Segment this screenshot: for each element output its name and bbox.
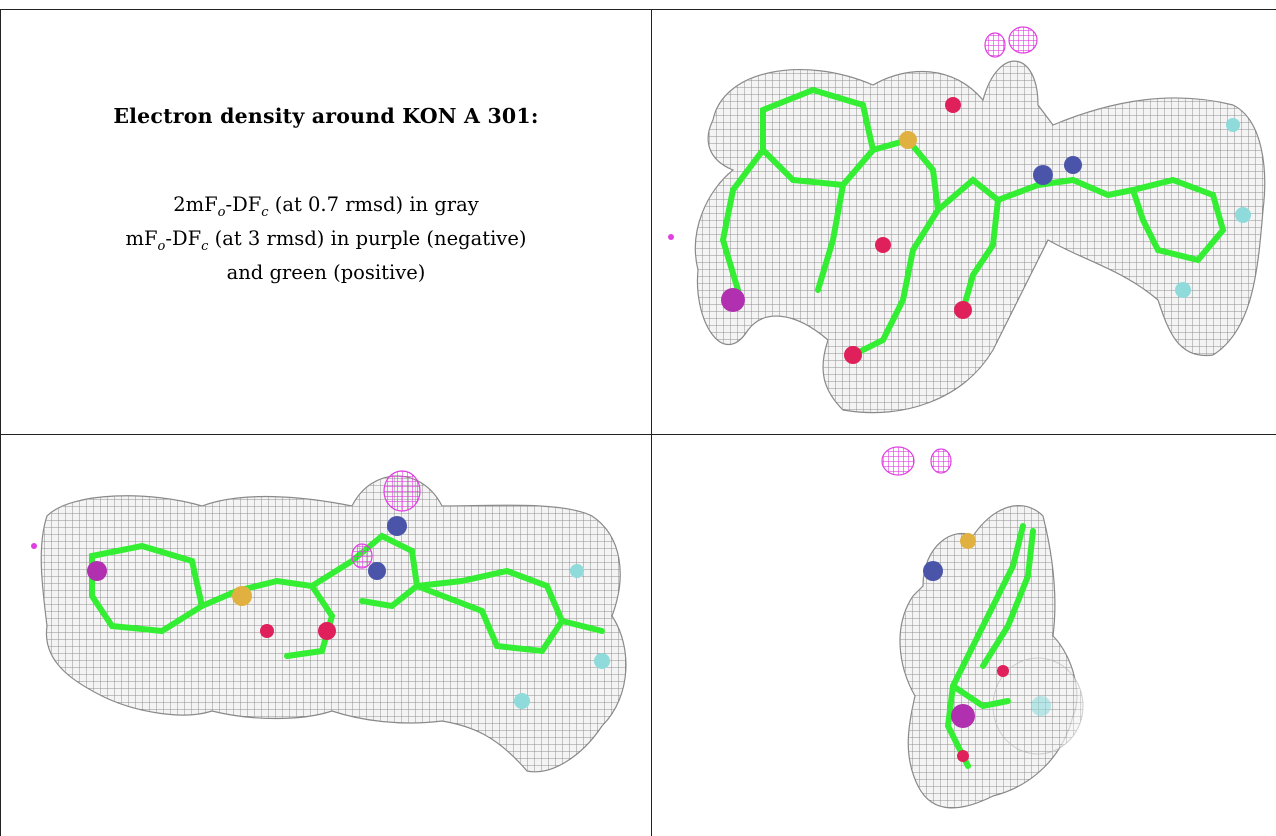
chlorine-atom [87, 561, 107, 581]
density-image-view-1 [668, 26, 1266, 414]
oxygen-atom [318, 622, 336, 640]
fluorine-atom [1031, 696, 1051, 716]
atoms [721, 97, 1251, 364]
caption-line2-sub1: o [157, 238, 166, 254]
density-image-view-2 [31, 470, 627, 773]
sulfur-atom [960, 533, 976, 549]
carbon-bonds [719, 86, 1227, 358]
caption-line2-pre: mF [125, 226, 158, 250]
density-panel-top-right [653, 10, 1276, 433]
caption-line2-post: (at 3 rmsd) in purple (negative) [208, 226, 527, 250]
nitrogen-atom [387, 516, 407, 536]
oxygen-atom [945, 97, 961, 113]
chlorine-atom [951, 704, 975, 728]
density-panel-bottom-left [2, 436, 650, 836]
gray-mesh-density [694, 60, 1266, 414]
fluorine-atom [570, 564, 584, 578]
fluorine-atom [1226, 118, 1240, 132]
negative-density-blobs [351, 470, 421, 569]
caption-line1-pre: 2mF [173, 193, 218, 216]
negative-density-blobs [984, 26, 1038, 58]
oxygen-atom [957, 750, 969, 762]
atoms [87, 516, 610, 709]
nitrogen-atom [1033, 165, 1053, 185]
caption-line1-sub2: c [261, 204, 269, 220]
caption-line1-sub1: o [217, 204, 226, 220]
caption-line2-mid: -DF [165, 226, 202, 250]
oxygen-atom [844, 346, 862, 364]
caption-line2-sub2: c [201, 238, 209, 254]
sulfur-atom [899, 131, 917, 149]
gray-mesh-density [40, 475, 627, 773]
nitrogen-atom [368, 562, 386, 580]
chlorine-atom [721, 288, 745, 312]
density-image-view-3 [881, 446, 1084, 809]
nitrogen-atom [1064, 156, 1082, 174]
caption-cell: Electron density around KON A 301: 2mFo-… [2, 10, 650, 433]
oxygen-atom [997, 665, 1009, 677]
table-left-border [0, 9, 2, 836]
table-middle-border [0, 434, 1276, 436]
nitrogen-atom [923, 561, 943, 581]
oxygen-atom [954, 301, 972, 319]
caption-line-positive: and green (positive) [226, 260, 426, 284]
caption-line-2mfo: 2mFo-DFc (at 0.7 rmsd) in gray [126, 192, 527, 226]
density-panel-bottom-right [653, 436, 1276, 836]
oxygen-atom [875, 237, 891, 253]
negative-density-blobs [881, 446, 952, 476]
carbon-bonds [944, 523, 1036, 769]
fluorine-atom [594, 653, 610, 669]
caption-line-mfo: mFo-DFc (at 3 rmsd) in purple (negative) [126, 226, 527, 260]
sulfur-atom [232, 586, 252, 606]
caption-body: 2mFo-DFc (at 0.7 rmsd) in gray mFo-DFc (… [126, 192, 527, 286]
fluorine-atom [514, 693, 530, 709]
table-center-divider [651, 9, 653, 836]
caption-line1-mid: -DF [225, 193, 262, 216]
caption-line1-post: (at 0.7 rmsd) in gray [268, 193, 479, 216]
fluorine-atom [1175, 282, 1191, 298]
fluorine-atom [1235, 207, 1251, 223]
table-top-border [0, 9, 1276, 11]
atoms [923, 533, 1051, 762]
negative-density-speck [668, 234, 674, 240]
negative-density-speck [31, 543, 37, 549]
caption-title: Electron density around KON A 301: [113, 104, 539, 128]
oxygen-atom [260, 624, 274, 638]
